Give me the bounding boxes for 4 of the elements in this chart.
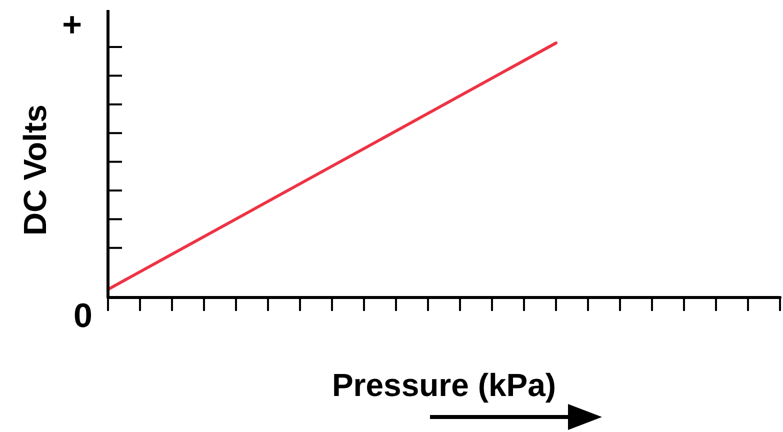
text: 0 xyxy=(74,297,92,335)
y-axis-title: DC Volts xyxy=(17,104,53,236)
x-axis-title: Pressure (kPa) xyxy=(332,367,556,403)
text: + xyxy=(62,6,82,44)
